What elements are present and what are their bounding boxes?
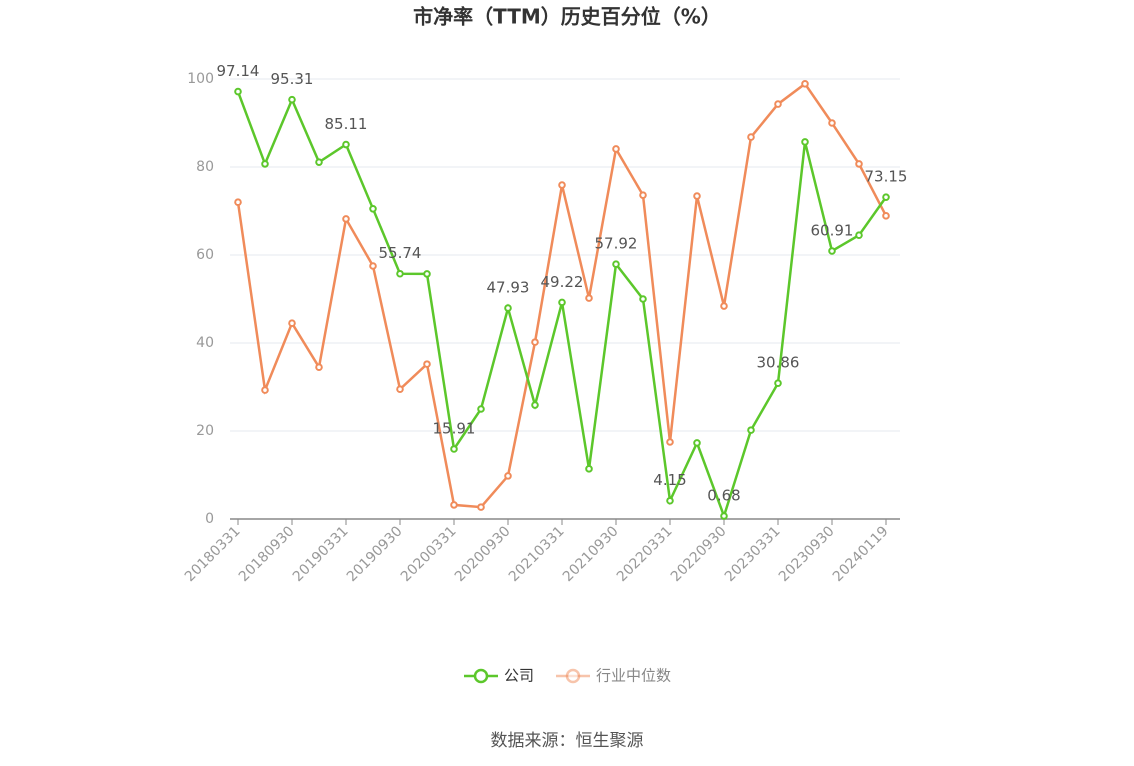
x-tick-label: 20210930 xyxy=(560,523,622,585)
data-label: 0.68 xyxy=(707,487,740,505)
source-note: 数据来源：恒生聚源 xyxy=(491,731,644,751)
data-point xyxy=(558,298,566,307)
y-tick-label: 0 xyxy=(205,511,214,527)
data-point xyxy=(315,158,323,166)
data-point xyxy=(747,133,755,141)
data-label: 97.14 xyxy=(217,62,260,80)
x-tick-label: 20180930 xyxy=(236,523,298,585)
data-label: 4.15 xyxy=(653,471,686,489)
data-label: 57.92 xyxy=(595,235,638,253)
data-point xyxy=(828,119,836,127)
data-point xyxy=(261,160,269,168)
data-point xyxy=(504,472,512,480)
x-tick-label: 20230331 xyxy=(722,523,784,585)
data-point xyxy=(882,193,890,201)
data-point xyxy=(396,385,404,394)
data-label: 73.15 xyxy=(865,168,908,186)
data-point xyxy=(612,260,620,268)
data-point xyxy=(369,262,377,270)
data-point xyxy=(639,191,647,199)
data-point xyxy=(585,294,593,302)
data-label: 47.93 xyxy=(487,279,530,297)
data-point xyxy=(315,363,323,372)
data-point xyxy=(585,465,593,473)
data-label: 55.74 xyxy=(379,244,422,262)
data-point xyxy=(423,270,431,278)
data-label: 49.22 xyxy=(541,273,584,291)
x-tick-label: 20200331 xyxy=(398,523,460,585)
legend-label: 行业中位数 xyxy=(596,667,671,685)
data-point xyxy=(234,87,242,96)
data-point xyxy=(396,269,404,278)
x-tick-label: 20220331 xyxy=(614,523,676,585)
data-point xyxy=(342,140,350,149)
data-point xyxy=(558,181,566,189)
data-point xyxy=(720,512,728,520)
data-point xyxy=(342,215,350,223)
data-point xyxy=(450,445,458,453)
data-point xyxy=(369,205,377,213)
data-point xyxy=(855,231,863,239)
data-point xyxy=(693,192,701,200)
y-tick-label: 40 xyxy=(196,335,214,351)
x-tick-label: 20230930 xyxy=(776,523,838,585)
data-point xyxy=(801,80,809,88)
legend-label: 公司 xyxy=(504,667,534,685)
data-point xyxy=(828,247,836,255)
x-tick-label: 20220930 xyxy=(668,523,730,585)
legend-swatch xyxy=(565,668,581,684)
y-tick-label: 60 xyxy=(196,247,214,263)
data-label: 30.86 xyxy=(757,354,800,372)
x-tick-label: 20240119 xyxy=(830,523,892,585)
data-point xyxy=(774,100,782,108)
data-point xyxy=(234,198,242,206)
data-point xyxy=(882,212,890,220)
data-point xyxy=(720,302,728,310)
y-tick-label: 100 xyxy=(187,71,214,87)
data-label: 85.11 xyxy=(325,115,368,133)
data-point xyxy=(450,501,458,509)
data-point xyxy=(666,496,674,505)
data-point xyxy=(288,319,296,328)
data-point xyxy=(261,386,269,394)
data-point xyxy=(666,438,674,446)
data-label: 60.91 xyxy=(811,221,854,239)
x-tick-label: 20200930 xyxy=(452,523,514,585)
data-point xyxy=(801,138,809,146)
data-point xyxy=(693,439,701,447)
y-tick-label: 80 xyxy=(196,159,214,175)
x-tick-label: 20190930 xyxy=(344,523,406,585)
data-point xyxy=(423,360,431,368)
data-point xyxy=(477,503,485,511)
data-point xyxy=(855,160,863,168)
data-point xyxy=(639,295,647,303)
data-point xyxy=(504,304,512,312)
data-point xyxy=(531,338,539,346)
x-tick-label: 20190331 xyxy=(290,523,352,585)
data-point xyxy=(477,405,485,413)
data-label: 15.91 xyxy=(433,419,476,437)
y-tick-label: 20 xyxy=(196,423,214,439)
legend-swatch xyxy=(473,668,489,684)
data-point xyxy=(774,379,782,388)
x-tick-label: 20180331 xyxy=(182,523,244,585)
data-label: 95.31 xyxy=(271,70,314,88)
data-point xyxy=(531,401,539,409)
data-point xyxy=(747,426,755,434)
x-tick-label: 20210331 xyxy=(506,523,568,585)
chart-title: 市净率（TTM）历史百分位（%） xyxy=(413,5,721,29)
data-point xyxy=(612,145,620,153)
data-point xyxy=(288,95,296,104)
